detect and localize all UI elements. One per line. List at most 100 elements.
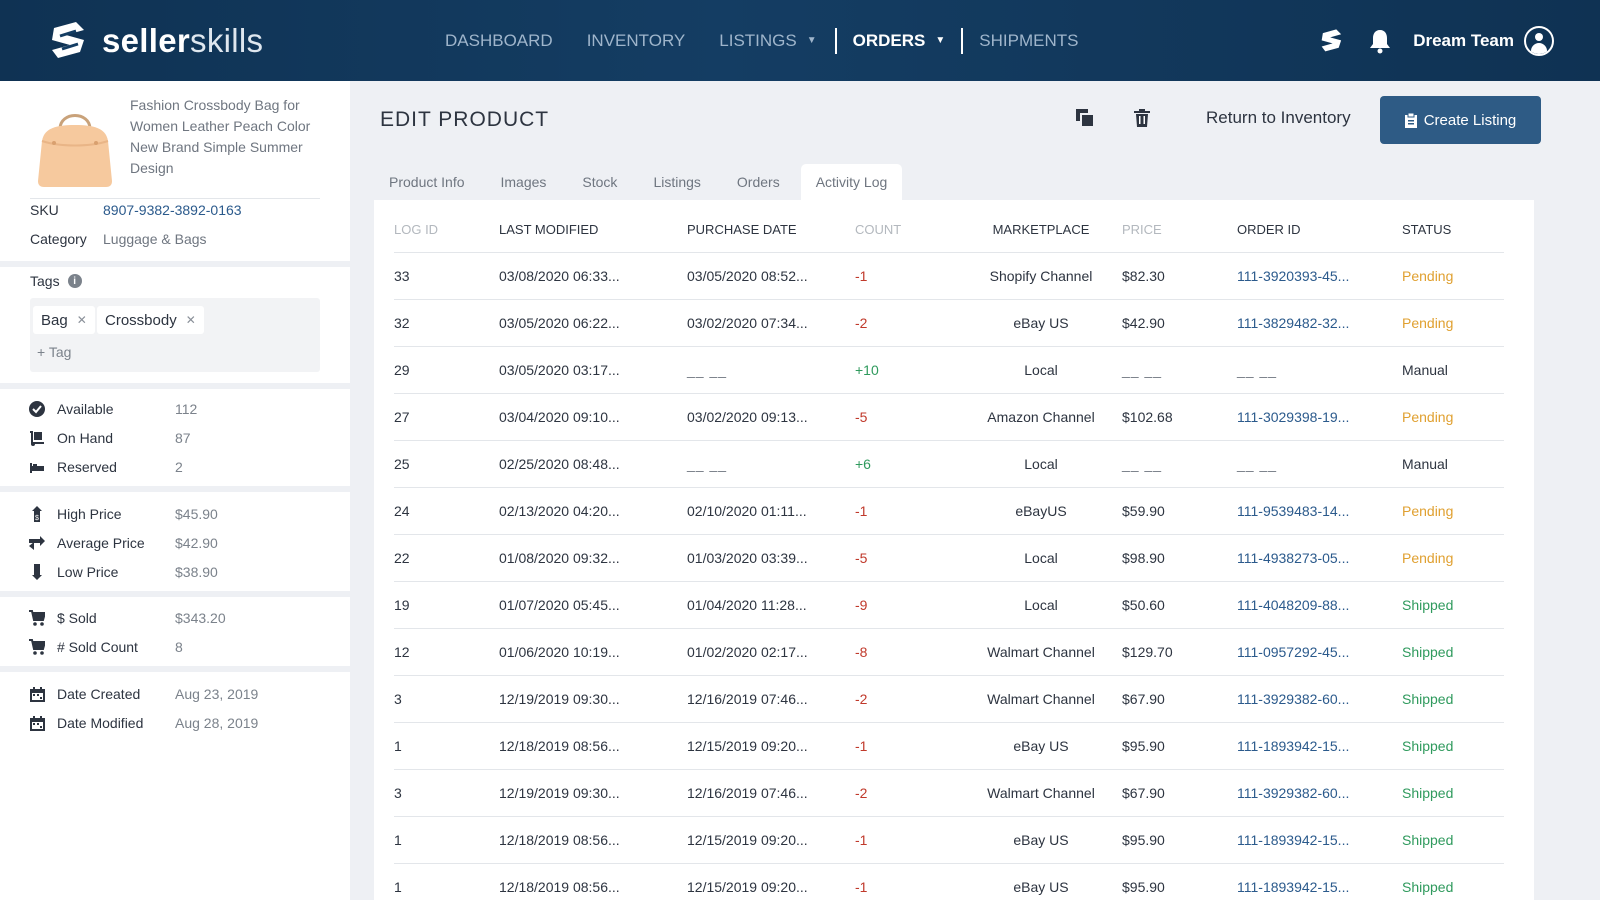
order-id-cell[interactable]: 111-3920393-45... [1237, 252, 1402, 300]
stat-available: Available 112 [28, 400, 197, 418]
log-id-cell: 29 [394, 346, 499, 394]
tag-chip: Crossbody ✕ [97, 306, 204, 334]
divider [0, 383, 350, 389]
col-last-modified[interactable]: LAST MODIFIED [499, 208, 687, 253]
duplicate-icon[interactable] [1074, 107, 1096, 129]
table-header-row: LOG ID LAST MODIFIED PURCHASE DATE COUNT… [394, 208, 1504, 253]
order-id-cell[interactable]: 111-3929382-60... [1237, 769, 1402, 817]
order-id-cell[interactable]: 111-1893942-15... [1237, 816, 1402, 864]
tags-box[interactable]: Bag ✕ Crossbody ✕ + Tag [30, 298, 320, 372]
marketplace-cell: eBay US [960, 816, 1122, 864]
add-tag-button[interactable]: + Tag [37, 344, 72, 360]
col-log-id[interactable]: LOG ID [394, 208, 499, 253]
table-row[interactable]: 25 02/25/2020 08:48... __ __ +6 Local __ __ __… [394, 440, 1504, 488]
count-cell: -1 [855, 722, 960, 770]
order-id-cell[interactable]: 111-3929382-60... [1237, 675, 1402, 723]
marketplace-cell: eBay US [960, 299, 1122, 347]
table-row[interactable]: 1 12/18/2019 08:56... 12/15/2019 09:20... -… [394, 816, 1504, 864]
purchase-date-cell: __ __ [687, 346, 855, 394]
order-id-cell[interactable]: 111-4048209-88... [1237, 581, 1402, 629]
svg-text:$: $ [35, 515, 39, 522]
nav-dashboard[interactable]: DASHBOARD [445, 30, 553, 50]
col-order-id[interactable]: ORDER ID [1237, 208, 1402, 253]
last-modified-cell: 12/19/2019 09:30... [499, 675, 687, 723]
order-id-cell[interactable]: 111-1893942-15... [1237, 863, 1402, 900]
purchase-date-cell: 12/16/2019 07:46... [687, 769, 855, 817]
tab-images[interactable]: Images [500, 174, 547, 190]
table-row[interactable]: 27 03/04/2020 09:10... 03/02/2020 09:13...… [394, 393, 1504, 441]
col-price[interactable]: PRICE [1122, 208, 1237, 253]
user-name[interactable]: Dream Team [1413, 30, 1514, 50]
purchase-date-cell: 03/02/2020 07:34... [687, 299, 855, 347]
stat-high-price: $ High Price $45.90 [28, 505, 218, 523]
status-cell: Shipped [1402, 863, 1504, 900]
table-row[interactable]: 29 03/05/2020 03:17... __ __ +10 Local __ __ _… [394, 346, 1504, 394]
bell-icon[interactable] [1365, 26, 1395, 56]
status-cell: Pending [1402, 534, 1504, 582]
purchase-date-cell: 12/16/2019 07:46... [687, 675, 855, 723]
tab-activity-log[interactable]: Activity Log [800, 164, 903, 200]
col-purchase-date[interactable]: PURCHASE DATE [687, 208, 855, 253]
last-modified-cell: 01/07/2020 05:45... [499, 581, 687, 629]
table-row[interactable]: 12 01/06/2020 10:19... 01/02/2020 02:17...… [394, 628, 1504, 676]
table-row[interactable]: 1 12/18/2019 08:56... 12/15/2019 09:20... -… [394, 863, 1504, 900]
order-id-cell[interactable]: 111-3029398-19... [1237, 393, 1402, 441]
count-cell: -2 [855, 675, 960, 723]
marketplace-cell: eBayUS [960, 487, 1122, 535]
nav-inventory[interactable]: INVENTORY [586, 30, 686, 50]
col-marketplace[interactable]: MARKETPLACE [960, 208, 1122, 253]
remove-tag-icon[interactable]: ✕ [76, 313, 87, 327]
table-row[interactable]: 22 01/08/2020 09:32... 01/03/2020 03:39...… [394, 534, 1504, 582]
price-cell: $82.30 [1122, 252, 1237, 300]
marketplace-cell: eBay US [960, 863, 1122, 900]
divider [0, 261, 350, 267]
table-row[interactable]: 19 01/07/2020 05:45... 01/04/2020 11:28...… [394, 581, 1504, 629]
log-id-cell: 32 [394, 299, 499, 347]
price-cell: $102.68 [1122, 393, 1237, 441]
table-row[interactable]: 24 02/13/2020 04:20... 02/10/2020 01:11...… [394, 487, 1504, 535]
tab-product-info[interactable]: Product Info [389, 174, 465, 190]
trash-icon[interactable] [1131, 107, 1153, 129]
purchase-date-cell: 12/15/2019 09:20... [687, 722, 855, 770]
nav-listings[interactable]: LISTINGS ▼ [719, 30, 817, 50]
user-avatar-icon[interactable] [1524, 25, 1554, 56]
price-cell: $42.90 [1122, 299, 1237, 347]
sync-icon[interactable] [1317, 26, 1347, 56]
last-modified-cell: 01/08/2020 09:32... [499, 534, 687, 582]
table-row[interactable]: 1 12/18/2019 08:56... 12/15/2019 09:20... -… [394, 722, 1504, 770]
order-id-cell[interactable]: 111-0957292-45... [1237, 628, 1402, 676]
order-id-cell: __ __ [1237, 440, 1402, 488]
order-id-cell[interactable]: 111-3829482-32... [1237, 299, 1402, 347]
order-id-cell[interactable]: 111-1893942-15... [1237, 722, 1402, 770]
stat-date-modified: Date Modified Aug 28, 2019 [28, 714, 258, 732]
col-count[interactable]: COUNT [855, 208, 960, 253]
purchase-date-cell: 01/03/2020 03:39... [687, 534, 855, 582]
tab-listings[interactable]: Listings [653, 174, 701, 190]
order-id-cell[interactable]: 111-9539483-14... [1237, 487, 1402, 535]
price-cell: $95.90 [1122, 863, 1237, 900]
nav-orders[interactable]: ORDERS ▼ [852, 30, 946, 50]
count-cell: +6 [855, 440, 960, 488]
stat-sold-count: # Sold Count 8 [28, 638, 183, 656]
return-to-inventory-link[interactable]: Return to Inventory [1206, 108, 1351, 127]
order-id-cell[interactable]: 111-4938273-05... [1237, 534, 1402, 582]
product-tabs: Product Info Images Stock Listings Order… [374, 164, 908, 200]
nav-shipments[interactable]: SHIPMENTS [979, 30, 1079, 50]
table-row[interactable]: 32 03/05/2020 06:22... 03/02/2020 07:34...… [394, 299, 1504, 347]
create-listing-button[interactable]: Create Listing [1380, 96, 1541, 144]
tab-stock[interactable]: Stock [582, 174, 618, 190]
table-row[interactable]: 33 03/08/2020 06:33... 03/05/2020 08:52...… [394, 252, 1504, 300]
marketplace-cell: Walmart Channel [960, 769, 1122, 817]
table-row[interactable]: 3 12/19/2019 09:30... 12/16/2019 07:46... -… [394, 675, 1504, 723]
remove-tag-icon[interactable]: ✕ [185, 313, 196, 327]
sku-value[interactable]: 8907-9382-3892-0163 [103, 202, 242, 218]
status-cell: Manual [1402, 346, 1504, 394]
info-icon[interactable]: i [67, 274, 82, 288]
divider [0, 486, 350, 492]
log-id-cell: 12 [394, 628, 499, 676]
col-status[interactable]: STATUS [1402, 208, 1504, 253]
tab-orders[interactable]: Orders [736, 174, 780, 190]
marketplace-cell: Walmart Channel [960, 675, 1122, 723]
brand-logo[interactable]: sellerskills [46, 18, 263, 64]
table-row[interactable]: 3 12/19/2019 09:30... 12/16/2019 07:46... -… [394, 769, 1504, 817]
